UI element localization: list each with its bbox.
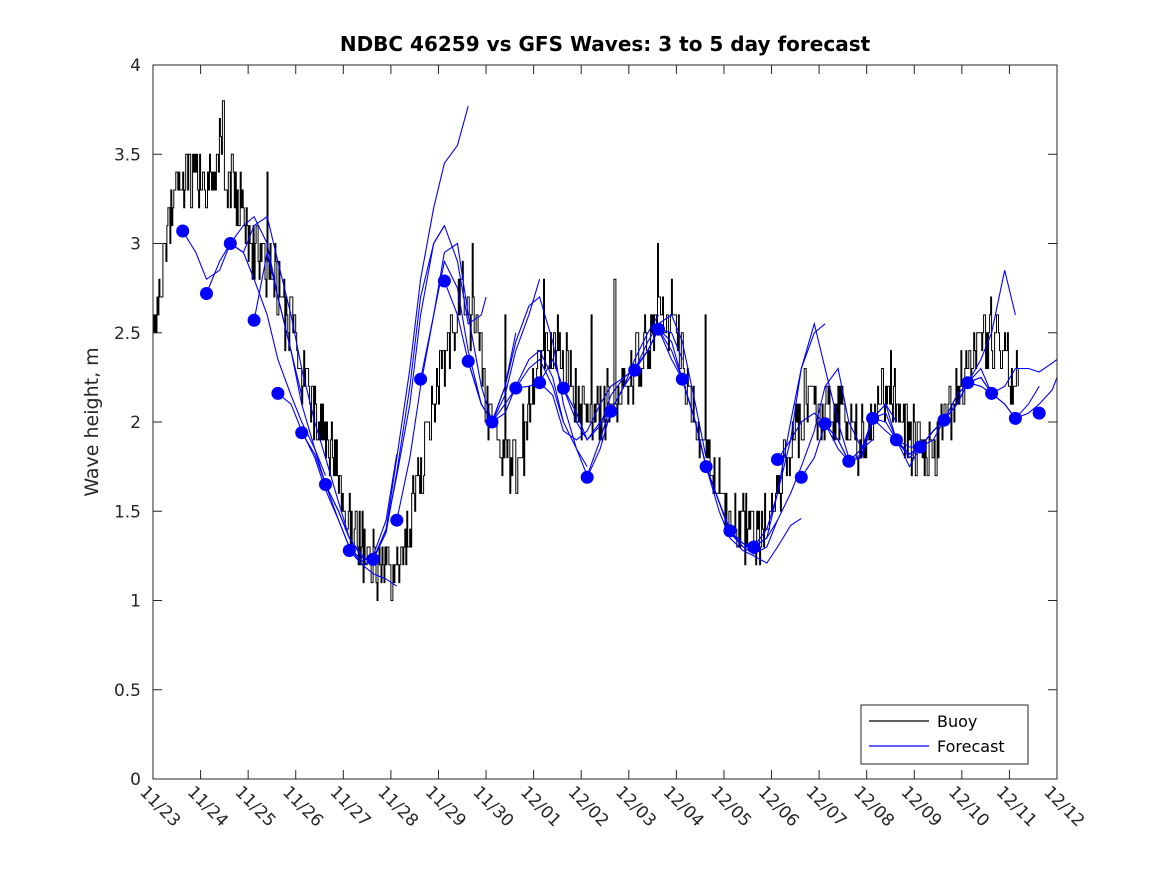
forecast-point xyxy=(342,544,356,557)
chart-title: NDBC 46259 vs GFS Waves: 3 to 5 day fore… xyxy=(340,32,871,56)
forecast-point xyxy=(366,552,380,566)
forecast-point xyxy=(556,381,570,395)
forecast-point xyxy=(200,287,213,300)
forecast-point xyxy=(675,372,689,386)
forecast-point xyxy=(604,404,618,418)
y-tick-label: 2 xyxy=(130,413,141,433)
forecast-point xyxy=(414,372,428,386)
forecast-point xyxy=(794,470,808,484)
y-tick-label: 1.5 xyxy=(114,502,141,522)
forecast-point xyxy=(580,470,594,484)
forecast-point xyxy=(1008,411,1022,425)
y-tick-label: 4 xyxy=(130,56,141,76)
forecast-point xyxy=(390,513,404,527)
forecast-run-16 xyxy=(539,314,659,441)
forecast-point xyxy=(985,386,999,400)
forecast-run-33 xyxy=(943,376,1058,421)
forecast-run-22 xyxy=(681,379,802,564)
y-tick-label: 2.5 xyxy=(114,324,141,344)
forecast-point xyxy=(652,322,665,336)
forecast-point xyxy=(866,411,880,425)
y-tick-label: 3 xyxy=(130,235,141,255)
forecast-run-34 xyxy=(967,359,1058,395)
forecast-point xyxy=(319,478,332,491)
legend-forecast-label: Forecast xyxy=(937,737,1005,756)
legend-buoy-label: Buoy xyxy=(937,712,977,731)
forecast-point xyxy=(461,354,475,368)
forecast-point xyxy=(747,540,761,554)
forecast-point xyxy=(271,386,285,400)
forecast-point xyxy=(509,381,523,395)
forecast-points xyxy=(176,224,1046,566)
y-axis-label: Wave height, m xyxy=(81,347,103,496)
forecast-point xyxy=(842,454,856,468)
y-tick-label: 1 xyxy=(130,592,141,612)
forecast-point xyxy=(1032,406,1046,420)
forecast-point xyxy=(699,460,713,474)
forecast-point xyxy=(437,274,451,288)
forecast-point xyxy=(889,433,903,447)
forecast-run-9 xyxy=(372,224,487,560)
forecast-point xyxy=(176,224,190,238)
forecast-point xyxy=(723,524,737,538)
forecast-run-13 xyxy=(467,296,588,467)
y-tick-label: 3.5 xyxy=(114,145,141,165)
forecast-point xyxy=(223,237,237,250)
forecast-run-3 xyxy=(229,215,350,539)
legend: Buoy Forecast xyxy=(860,704,1029,765)
forecast-point xyxy=(628,363,642,377)
legend-box xyxy=(860,704,1029,765)
forecast-run-25 xyxy=(753,367,873,548)
forecast-run-18 xyxy=(586,314,707,478)
y-tick-label: 0 xyxy=(130,770,141,790)
forecast-point xyxy=(818,417,832,431)
forecast-run-12 xyxy=(443,280,564,423)
forecast-point xyxy=(771,453,784,466)
forecast-point xyxy=(485,415,499,429)
forecast-point xyxy=(533,376,547,390)
forecast-point xyxy=(937,413,951,427)
forecast-run-7 xyxy=(325,225,445,561)
forecast-point xyxy=(295,426,309,440)
y-tick-label: 0.5 xyxy=(114,681,141,701)
forecast-point xyxy=(913,440,927,454)
forecast-point xyxy=(247,313,261,327)
forecast-point xyxy=(961,376,975,390)
